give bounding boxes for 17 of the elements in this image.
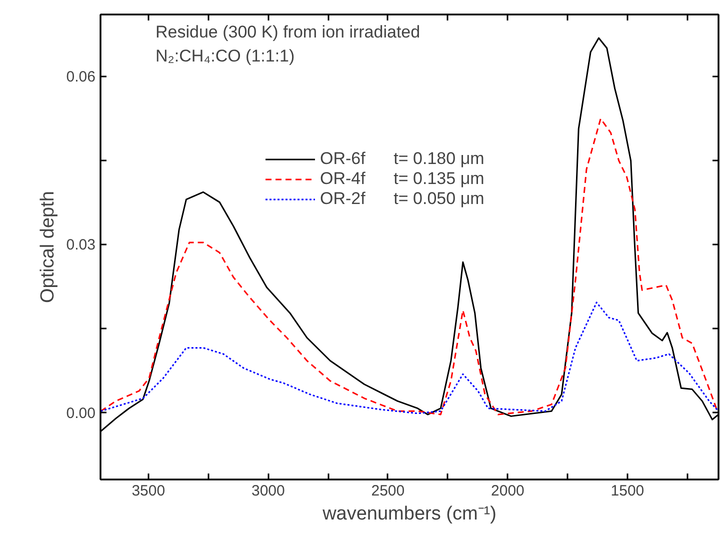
- legend-label: OR-4f t= 0.135 μm: [320, 169, 484, 189]
- legend-label: OR-6f t= 0.180 μm: [320, 149, 484, 169]
- x-tick-label: 2500: [371, 482, 405, 500]
- x-tick-label: 1500: [610, 482, 644, 500]
- y-axis-title: Optical depth: [37, 191, 58, 303]
- x-tick-label: 3000: [251, 482, 285, 500]
- y-tick-label: 0.06: [66, 68, 96, 86]
- line-series: [100, 118, 718, 416]
- legend-label: OR-2f t= 0.050 μm: [320, 189, 484, 209]
- line-series: [100, 302, 718, 414]
- annotation: N₂:CH₄:CO (1:1:1): [156, 46, 295, 66]
- x-tick-label: 3500: [132, 482, 166, 500]
- annotation: Residue (300 K) from ion irradiated: [156, 22, 420, 42]
- y-tick-label: 0.00: [66, 404, 96, 422]
- y-tick-label: 0.03: [66, 236, 96, 254]
- x-tick-label: 2000: [491, 482, 524, 500]
- x-axis-title: wavenumbers (cm⁻¹): [322, 504, 496, 524]
